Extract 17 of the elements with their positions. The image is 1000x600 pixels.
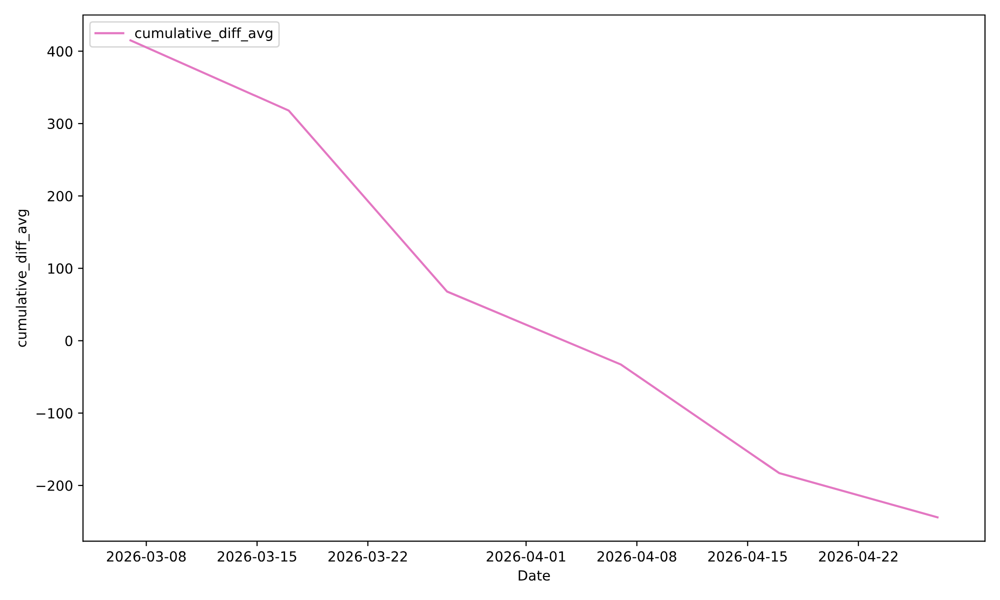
x-tick-label: 2026-03-22 <box>328 551 407 562</box>
x-tick-label: 2026-03-15 <box>218 551 296 562</box>
y-tick-label: 100 <box>48 263 72 274</box>
x-axis-title: Date <box>518 570 550 581</box>
legend-label: cumulative_diff_avg <box>135 28 272 42</box>
y-tick-label: −100 <box>36 408 72 419</box>
x-tick-label: 2026-03-08 <box>106 551 186 562</box>
y-tick-label: −200 <box>36 480 72 491</box>
y-tick-label: 400 <box>47 46 72 57</box>
x-tick-label: 2026-04-08 <box>598 551 676 562</box>
y-axis-title: cumulative_diff_avg <box>16 210 30 347</box>
x-tick-label: 2026-04-01 <box>486 551 566 562</box>
y-tick-label: 0 <box>65 336 72 346</box>
x-tick-label: 2026-04-15 <box>708 551 787 562</box>
y-tick-label: 200 <box>48 190 72 202</box>
x-tick-label: 2026-04-22 <box>819 551 898 562</box>
y-tick-label: 300 <box>48 118 72 130</box>
